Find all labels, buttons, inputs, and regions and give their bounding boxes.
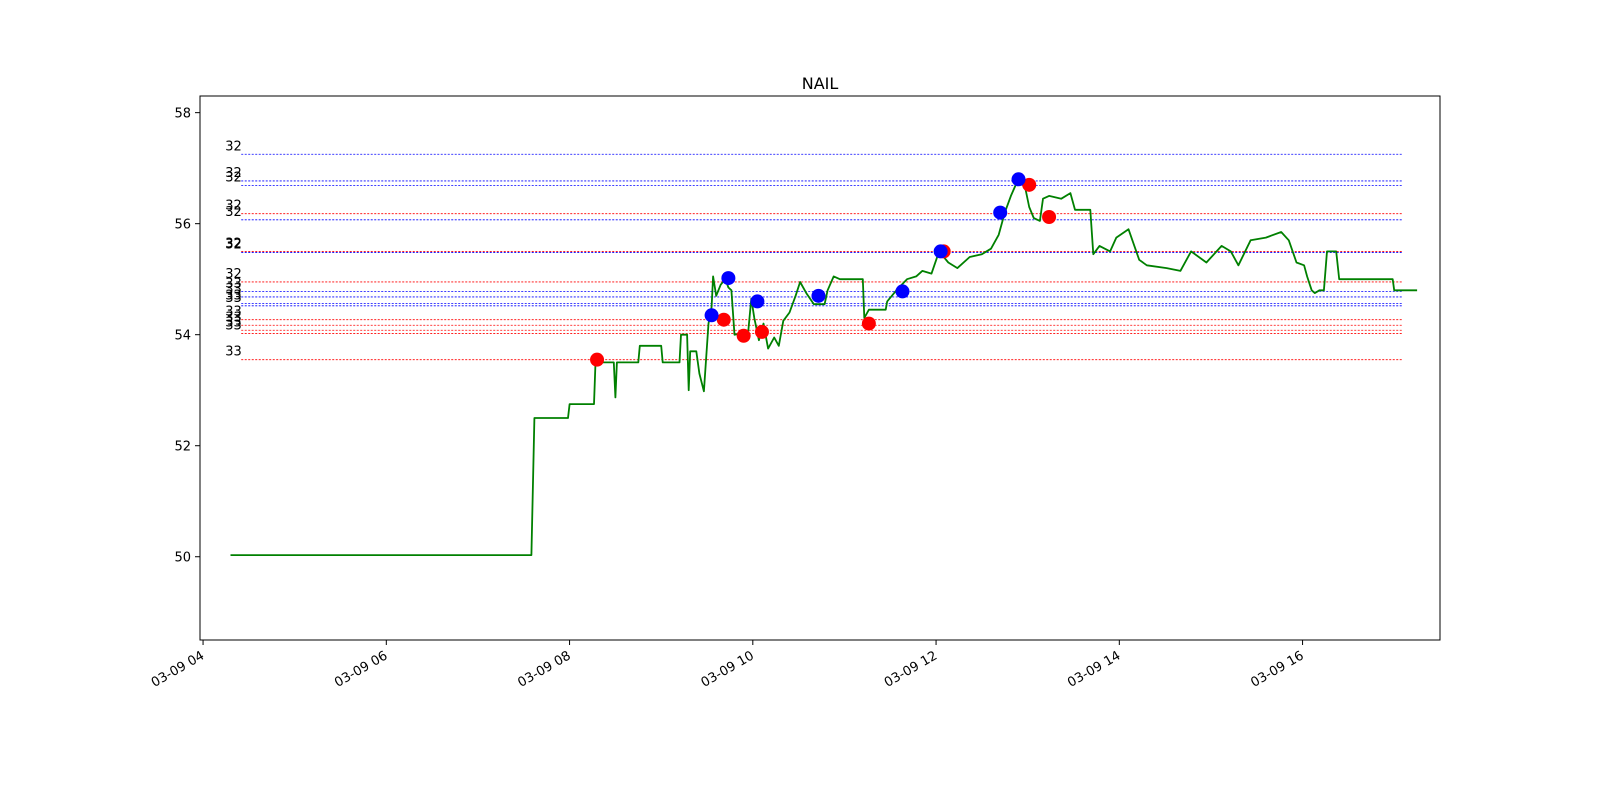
- level-label: 32: [225, 170, 242, 185]
- sell-signal-point: [1011, 172, 1026, 187]
- sell-signal-point: [721, 271, 736, 286]
- buy-signal-point: [1042, 210, 1057, 225]
- buy-signal-point: [590, 352, 605, 367]
- buy-signal-point: [736, 328, 751, 343]
- level-label: 33: [225, 315, 242, 330]
- buy-signal-point: [1022, 177, 1037, 192]
- y-tick-label: 56: [174, 218, 191, 233]
- level-label: 32: [225, 199, 242, 214]
- level-label: 32: [225, 139, 242, 154]
- x-tick-label: 03-09 04: [149, 648, 207, 690]
- level-label: 32: [225, 166, 242, 181]
- level-label: 33: [225, 282, 242, 297]
- y-tick-label: 50: [174, 551, 191, 566]
- level-label: 33: [225, 345, 242, 360]
- level-label: 32: [225, 238, 242, 253]
- sell-signal-point: [704, 308, 719, 323]
- x-tick-label: 03-09 10: [699, 648, 757, 690]
- y-tick-label: 58: [174, 107, 191, 122]
- x-tick-label: 03-09 06: [332, 648, 390, 690]
- y-tick-label: 52: [174, 440, 191, 455]
- plot-area-frame: [199, 95, 1441, 641]
- sell-signal-point: [895, 284, 910, 299]
- y-tick-label: 54: [174, 329, 191, 344]
- x-tick-label: 03-09 08: [515, 648, 573, 690]
- x-tick-label: 03-09 14: [1065, 648, 1123, 690]
- y-axis: 50 52 54 56 58: [174, 107, 200, 566]
- sell-signal-point: [750, 294, 765, 309]
- price-line-layer: [230, 181, 1418, 556]
- level-label: 33: [225, 305, 242, 320]
- chart-title: NAIL: [802, 74, 839, 93]
- x-axis: 03-09 04 03-09 06 03-09 08 03-09 10 03-09 12…: [149, 640, 1307, 691]
- level-label: 32: [225, 267, 242, 282]
- level-label: 33: [225, 291, 242, 306]
- x-tick-label: 03-09 16: [1248, 648, 1306, 690]
- sell-signal-point: [811, 288, 826, 303]
- level-label: 33: [225, 319, 242, 334]
- signal-points-layer: [590, 172, 1057, 367]
- sell-signal-point: [993, 205, 1008, 220]
- price-line: [230, 181, 1418, 556]
- buy-signal-point: [754, 324, 769, 339]
- x-tick-label: 03-09 12: [882, 648, 940, 690]
- level-label: 32: [225, 236, 242, 251]
- buy-signal-point: [861, 316, 876, 331]
- buy-signal-point: [716, 312, 731, 327]
- level-label: 32: [225, 205, 242, 220]
- level-label: 33: [225, 276, 242, 291]
- sell-signal-point: [933, 244, 948, 259]
- level-label: 33: [225, 310, 242, 325]
- level-label: 33: [225, 289, 242, 304]
